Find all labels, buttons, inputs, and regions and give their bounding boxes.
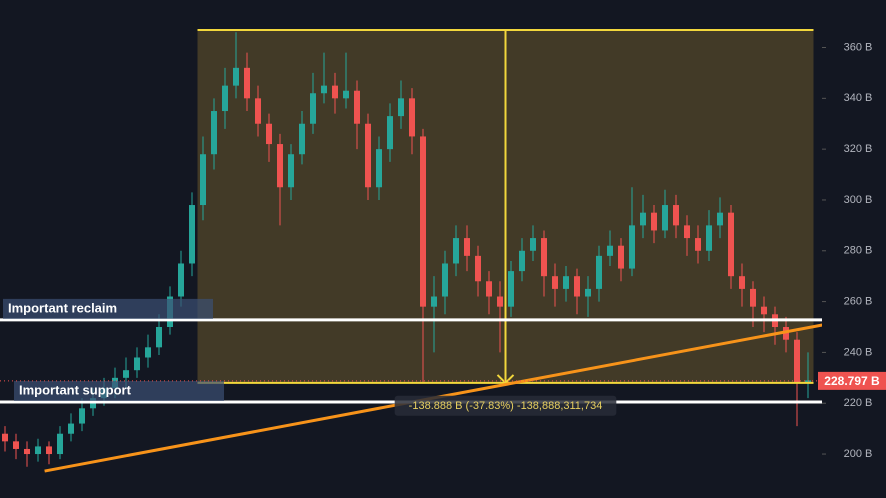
candle-body (145, 347, 151, 358)
candle-body (222, 85, 228, 112)
candle-body (574, 276, 580, 297)
candle-body (761, 306, 767, 315)
y-tick-label: 360 B (844, 41, 873, 53)
candle-body (739, 276, 745, 289)
candle-body (57, 433, 63, 455)
candle-body (46, 446, 52, 455)
candle-body (431, 296, 437, 307)
candle-body (24, 448, 30, 455)
candle-body (343, 90, 349, 99)
candle-body (442, 263, 448, 297)
candle-body (486, 281, 492, 297)
candle-body (750, 288, 756, 307)
candle-body (178, 263, 184, 297)
candle-body (13, 441, 19, 449)
candle-body (332, 85, 338, 99)
candle-body (310, 93, 316, 124)
candle-body (794, 339, 800, 383)
candle-body (189, 205, 195, 264)
annotation-label: Important support (19, 382, 132, 397)
last-price-label: 228.797 B (824, 374, 880, 388)
candle-body (354, 90, 360, 124)
candle-body (585, 288, 591, 297)
candle-body (2, 433, 8, 442)
candle-body (35, 446, 41, 455)
candle-body (552, 276, 558, 289)
candle-body (651, 212, 657, 231)
last-price-box (818, 371, 886, 390)
candle-body (255, 98, 261, 124)
candle-body (453, 238, 459, 264)
candle-body (640, 212, 646, 226)
candle-body (530, 238, 536, 251)
label-box (3, 298, 213, 319)
candle-body (717, 212, 723, 226)
annotation-label: Important reclaim (8, 300, 117, 315)
candle-body (629, 225, 635, 269)
label-box (14, 380, 224, 401)
candle-body (299, 123, 305, 155)
candle-body (706, 225, 712, 251)
candle-body (277, 144, 283, 188)
y-tick-label: 200 B (844, 448, 873, 460)
candle-body (684, 225, 690, 239)
candle-body (728, 212, 734, 277)
candle-body (563, 276, 569, 289)
candle-body (211, 111, 217, 155)
measure-label: -138.888 B (-37.83%) -138,888,311,734 (409, 400, 603, 412)
y-tick-label: 300 B (844, 194, 873, 206)
candle-body (497, 296, 503, 307)
candle-body (519, 250, 525, 272)
candle-body (695, 238, 701, 251)
y-tick-label: 320 B (844, 143, 873, 155)
candle-body (618, 245, 624, 269)
candle-body (409, 98, 415, 137)
candle-body (805, 380, 811, 383)
candle-body (673, 205, 679, 226)
candle-body (200, 154, 206, 206)
candle-body (607, 245, 613, 256)
candle-body (475, 255, 481, 282)
y-tick-label: 220 B (844, 397, 873, 409)
candle-body (321, 85, 327, 94)
candle-body (464, 238, 470, 256)
candle-body (508, 271, 514, 307)
candle-body (783, 327, 789, 340)
candle-body (123, 370, 129, 378)
candle-body (68, 423, 74, 434)
y-tick-label: 280 B (844, 245, 873, 257)
candle-body (233, 67, 239, 86)
candle-body (662, 205, 668, 231)
candle-body (387, 116, 393, 150)
arrow-head (496, 374, 515, 385)
price-axis (822, 0, 886, 498)
candle-body (79, 408, 85, 424)
measure-label-box (394, 395, 617, 416)
candle-body (420, 136, 426, 307)
candle-body (398, 98, 404, 117)
y-tick-label: 260 B (844, 296, 873, 308)
candle-body (288, 154, 294, 188)
y-tick-label: 340 B (844, 92, 873, 104)
candle-body (244, 67, 250, 99)
candle-body (541, 238, 547, 277)
y-tick-label: 240 B (844, 346, 873, 358)
candle-body (134, 357, 140, 371)
candle-body (376, 149, 382, 188)
candle-body (596, 255, 602, 289)
candle-body (365, 123, 371, 188)
candle-body (266, 123, 272, 145)
candle-body (156, 327, 162, 348)
